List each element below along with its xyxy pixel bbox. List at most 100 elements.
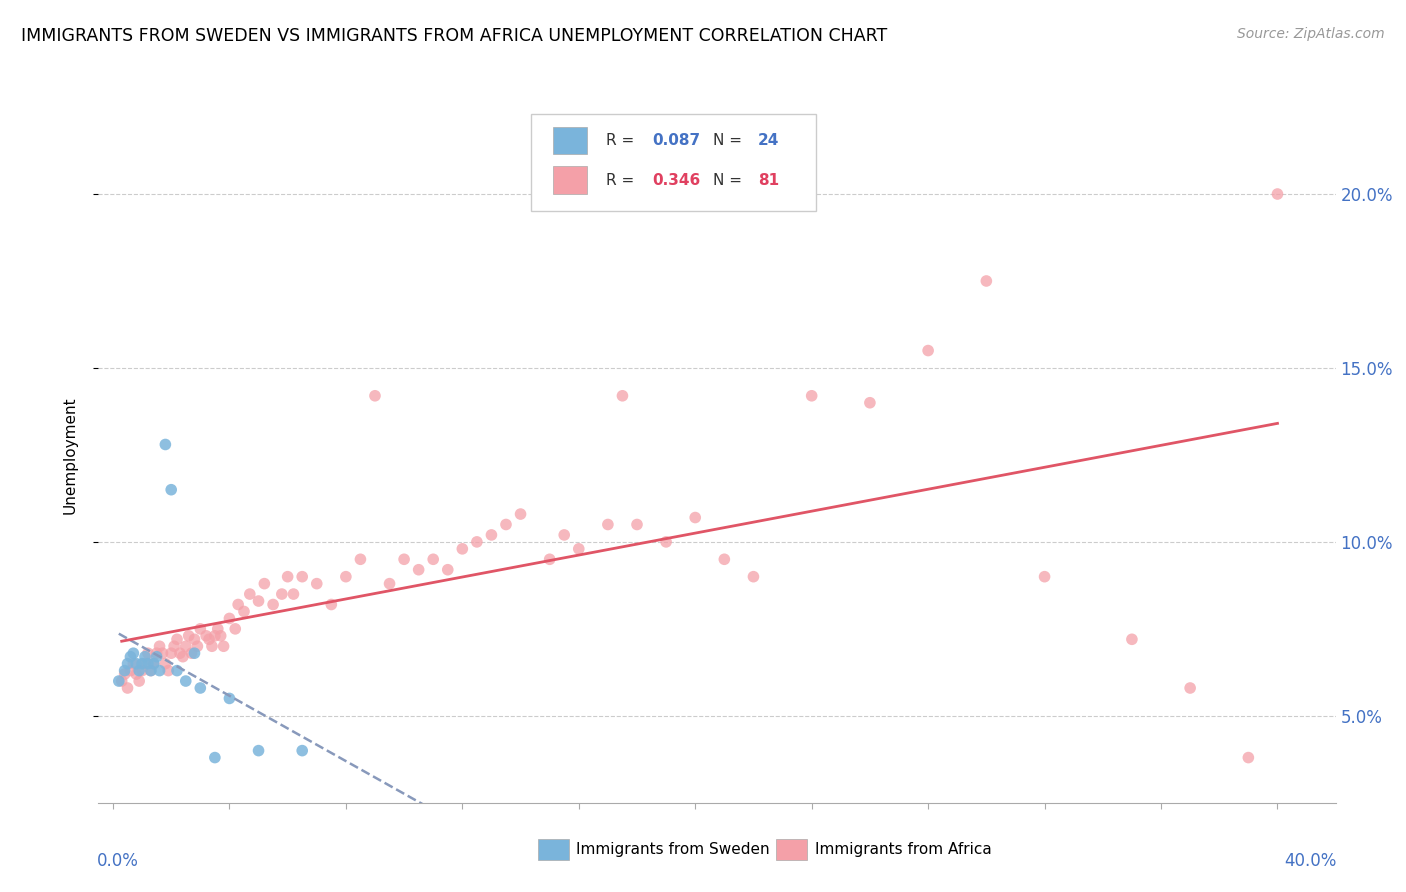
Point	[169, 646, 191, 660]
Point	[218, 611, 240, 625]
Point	[335, 570, 357, 584]
FancyBboxPatch shape	[553, 166, 588, 194]
Point	[163, 639, 186, 653]
Point	[142, 657, 165, 671]
Point	[174, 674, 197, 689]
Point	[253, 576, 276, 591]
Point	[125, 667, 148, 681]
Point	[1178, 681, 1201, 695]
Point	[155, 437, 177, 451]
Point	[120, 664, 142, 678]
Point	[142, 657, 165, 671]
Text: 0.087: 0.087	[652, 133, 700, 148]
Point	[1121, 632, 1143, 647]
Point	[160, 646, 183, 660]
Point	[800, 389, 823, 403]
Point	[128, 674, 150, 689]
Point	[155, 657, 177, 671]
Point	[305, 576, 328, 591]
Point	[152, 646, 174, 660]
Point	[538, 552, 561, 566]
Point	[451, 541, 474, 556]
Point	[188, 681, 211, 695]
Point	[626, 517, 648, 532]
Point	[378, 576, 401, 591]
Point	[204, 750, 226, 764]
FancyBboxPatch shape	[776, 839, 807, 860]
Point	[111, 674, 134, 689]
Point	[596, 517, 619, 532]
Point	[201, 639, 224, 653]
Point	[224, 622, 246, 636]
Point	[713, 552, 735, 566]
Point	[465, 534, 488, 549]
Point	[134, 657, 156, 671]
Point	[364, 389, 387, 403]
Point	[239, 587, 262, 601]
Point	[148, 639, 170, 653]
Text: 24: 24	[758, 133, 779, 148]
Text: 0.0%: 0.0%	[97, 852, 139, 870]
Text: N =: N =	[713, 133, 747, 148]
Point	[349, 552, 371, 566]
Point	[139, 664, 162, 678]
Point	[174, 639, 197, 653]
Point	[1267, 186, 1289, 201]
Point	[114, 667, 136, 681]
FancyBboxPatch shape	[553, 127, 588, 154]
Text: Source: ZipAtlas.com: Source: ZipAtlas.com	[1237, 27, 1385, 41]
Text: IMMIGRANTS FROM SWEDEN VS IMMIGRANTS FROM AFRICA UNEMPLOYMENT CORRELATION CHART: IMMIGRANTS FROM SWEDEN VS IMMIGRANTS FRO…	[21, 27, 887, 45]
Point	[207, 622, 229, 636]
Point	[247, 744, 270, 758]
Point	[122, 646, 145, 660]
Point	[553, 528, 575, 542]
Point	[117, 657, 139, 671]
Text: 81: 81	[758, 172, 779, 187]
Point	[157, 664, 180, 678]
Point	[195, 629, 218, 643]
Point	[172, 649, 194, 664]
Point	[134, 649, 156, 664]
Text: R =: R =	[606, 172, 638, 187]
Text: R =: R =	[606, 133, 638, 148]
Point	[291, 570, 314, 584]
Point	[120, 649, 142, 664]
Point	[436, 563, 458, 577]
Point	[976, 274, 998, 288]
Text: Immigrants from Africa: Immigrants from Africa	[815, 842, 991, 857]
Point	[859, 395, 882, 409]
Text: 0.346: 0.346	[652, 172, 702, 187]
Point	[509, 507, 531, 521]
Text: Immigrants from Sweden: Immigrants from Sweden	[576, 842, 769, 857]
Point	[177, 629, 200, 643]
Point	[125, 657, 148, 671]
Point	[145, 649, 167, 664]
Point	[218, 691, 240, 706]
Point	[270, 587, 292, 601]
Point	[131, 657, 153, 671]
Point	[166, 632, 188, 647]
Point	[166, 664, 188, 678]
Point	[148, 664, 170, 678]
Point	[131, 664, 153, 678]
Point	[568, 541, 591, 556]
Point	[481, 528, 503, 542]
Point	[160, 483, 183, 497]
Point	[226, 598, 249, 612]
Point	[128, 664, 150, 678]
Point	[212, 639, 235, 653]
Point	[321, 598, 343, 612]
Point	[283, 587, 305, 601]
Point	[114, 664, 136, 678]
Point	[683, 510, 706, 524]
Point	[139, 664, 162, 678]
Point	[392, 552, 415, 566]
Point	[422, 552, 444, 566]
Point	[1237, 750, 1260, 764]
Y-axis label: Unemployment: Unemployment	[63, 396, 77, 514]
Point	[117, 681, 139, 695]
Point	[186, 639, 208, 653]
Point	[183, 632, 205, 647]
Point	[291, 744, 314, 758]
Point	[262, 598, 284, 612]
